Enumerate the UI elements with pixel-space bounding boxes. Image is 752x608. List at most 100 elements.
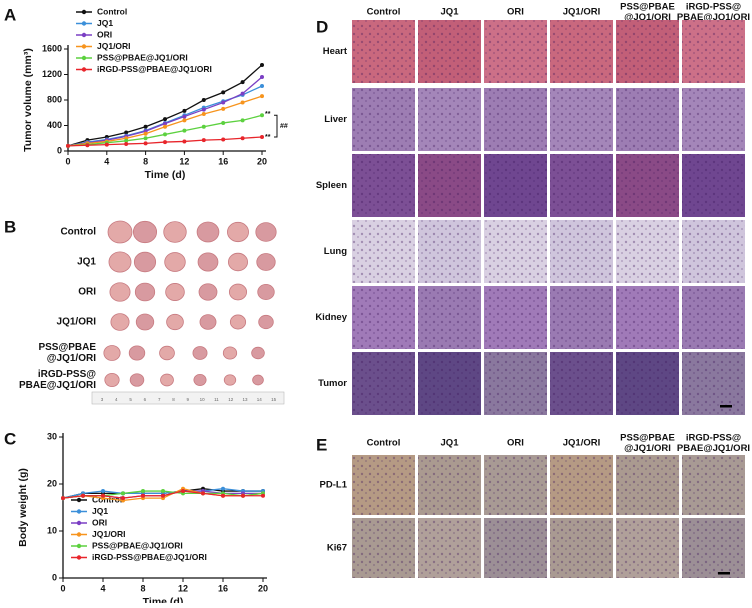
legend-label: PSS@PBAE@JQ1/ORI xyxy=(92,540,183,550)
legend-marker xyxy=(76,497,82,503)
bracket xyxy=(274,114,278,138)
micrograph-texture xyxy=(352,88,415,151)
data-point xyxy=(163,132,167,137)
y-tick-label: 0 xyxy=(57,145,62,155)
data-point xyxy=(101,493,105,498)
micrograph-texture xyxy=(352,220,415,283)
column-header: iRGD-PSS@ xyxy=(686,432,741,443)
panel-label: D xyxy=(316,17,328,36)
data-point xyxy=(81,493,85,498)
x-axis-label: Time (d) xyxy=(143,596,184,603)
micrograph-texture xyxy=(418,286,481,349)
tumor-photo xyxy=(193,373,207,387)
micrograph-texture xyxy=(352,20,415,83)
tumor-photo xyxy=(252,374,264,386)
data-point xyxy=(221,120,226,125)
ruler-label: 8 xyxy=(172,397,175,402)
micrograph-texture xyxy=(484,20,547,83)
x-tick-label: 20 xyxy=(257,156,267,166)
data-point xyxy=(261,493,265,498)
micrograph-texture xyxy=(550,352,613,415)
micrograph-texture xyxy=(616,352,679,415)
data-point xyxy=(124,130,129,135)
micrograph-texture xyxy=(616,286,679,349)
micrograph-texture xyxy=(682,455,745,515)
row-label: iRGD-PSS@ xyxy=(38,369,96,380)
y-axis-label: Body weight (g) xyxy=(17,468,29,547)
row-label: PBAE@JQ1/ORI xyxy=(19,380,96,391)
column-header: PBAE@JQ1/ORI xyxy=(677,12,750,23)
tumor-photo xyxy=(129,373,145,387)
y-tick-label: 1600 xyxy=(42,43,62,53)
micrograph-texture xyxy=(352,286,415,349)
ruler-label: 7 xyxy=(158,397,161,402)
micrograph-texture xyxy=(418,220,481,283)
data-point xyxy=(163,140,167,145)
tumor-photo xyxy=(227,252,248,272)
micrograph-texture xyxy=(352,154,415,217)
tumor-photo xyxy=(228,283,248,301)
micrograph-texture xyxy=(550,286,613,349)
data-point xyxy=(201,138,206,143)
column-header: JQ1 xyxy=(441,438,460,449)
data-point xyxy=(66,143,70,148)
micrograph-texture xyxy=(352,455,415,515)
panel-label: A xyxy=(4,5,16,24)
micrograph-texture xyxy=(682,88,745,151)
tumor-photo xyxy=(164,252,186,272)
micrograph-texture xyxy=(550,88,613,151)
data-point xyxy=(260,113,264,118)
row-label: JQ1 xyxy=(77,257,96,268)
x-tick-label: 8 xyxy=(140,583,145,593)
micrograph-texture xyxy=(550,455,613,515)
ruler-label: 11 xyxy=(214,397,219,402)
column-header: @JQ1/ORI xyxy=(624,443,671,454)
micrograph-texture xyxy=(484,518,547,578)
data-point xyxy=(141,489,145,494)
data-point xyxy=(260,134,264,139)
ruler-label: 14 xyxy=(257,397,263,402)
legend-label: JQ1/ORI xyxy=(97,41,131,51)
legend-marker xyxy=(81,67,87,72)
tumor-photo xyxy=(109,282,131,302)
data-point xyxy=(201,98,206,102)
column-header: iRGD-PSS@ xyxy=(686,1,741,12)
tumor-photo xyxy=(134,282,156,302)
data-point xyxy=(240,136,245,141)
tumor-photo xyxy=(257,284,275,300)
legend-label: iRGD-PSS@PBAE@JQ1/ORI xyxy=(97,64,212,74)
tumor-photo xyxy=(222,346,238,360)
micrograph-texture xyxy=(682,518,745,578)
row-label: Ki67 xyxy=(327,543,347,554)
data-point xyxy=(221,100,226,105)
data-point xyxy=(241,493,245,498)
micrograph-texture xyxy=(616,455,679,515)
data-point xyxy=(240,91,245,96)
ruler-label: 3 xyxy=(101,397,104,402)
panel-label: B xyxy=(4,217,16,236)
scale-bar xyxy=(718,572,730,575)
tumor-photo xyxy=(223,374,237,386)
tumor-photo xyxy=(163,221,187,243)
micrograph-texture xyxy=(484,352,547,415)
data-point xyxy=(201,107,206,112)
micrograph-texture xyxy=(550,518,613,578)
ruler-label: 10 xyxy=(200,397,206,402)
x-tick-label: 16 xyxy=(218,156,228,166)
tumor-photo xyxy=(166,313,184,331)
panel-label: E xyxy=(316,435,327,454)
micrograph-texture xyxy=(682,220,745,283)
micrograph-texture xyxy=(616,220,679,283)
tumor-photo xyxy=(229,314,247,330)
row-label: PD-L1 xyxy=(320,480,348,491)
micrograph-texture xyxy=(418,154,481,217)
micrograph-texture xyxy=(616,518,679,578)
tumor-photo xyxy=(133,251,157,273)
row-label: Spleen xyxy=(316,180,347,191)
column-header: Control xyxy=(367,7,401,18)
legend-label: PSS@PBAE@JQ1/ORI xyxy=(97,52,188,62)
data-point xyxy=(161,489,165,494)
row-label: PSS@PBAE xyxy=(38,342,96,353)
ruler xyxy=(91,391,285,405)
